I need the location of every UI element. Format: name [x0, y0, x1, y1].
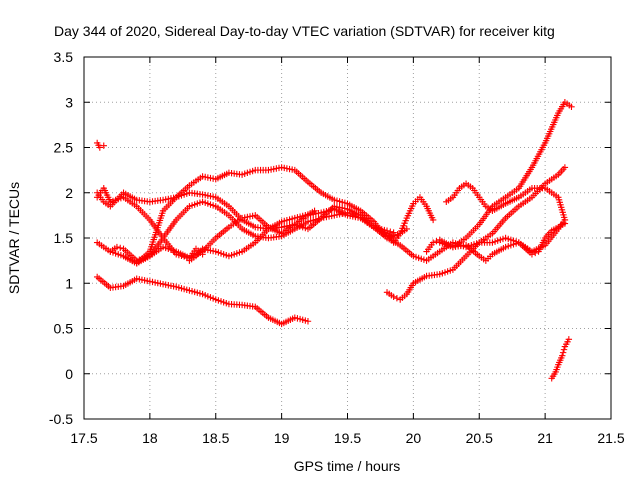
- data-point: [565, 336, 573, 343]
- y-tick-label: 2: [65, 185, 73, 201]
- series-sat-j: [383, 164, 569, 303]
- data-point: [433, 237, 440, 245]
- data-point: [429, 239, 437, 246]
- y-tick-label: 1.5: [54, 230, 74, 246]
- series-sat-l: [443, 180, 569, 224]
- y-tick-label: 0.5: [54, 321, 74, 337]
- series-sat-b: [93, 139, 107, 151]
- data-point: [304, 318, 312, 325]
- data-point: [117, 244, 124, 252]
- data-point: [560, 346, 568, 353]
- data-point: [568, 103, 575, 110]
- y-tick-label: 3: [65, 94, 73, 110]
- data-point: [528, 251, 536, 258]
- y-tick-label: -0.5: [49, 411, 73, 427]
- x-tick-label: 18.5: [202, 430, 229, 446]
- series-sat-k: [423, 99, 575, 255]
- plot-frame: [83, 56, 612, 420]
- data-point: [96, 144, 104, 151]
- y-tick-label: 0: [65, 366, 73, 382]
- series-sat-h: [186, 207, 318, 264]
- data-point: [387, 228, 394, 235]
- data-point: [559, 349, 567, 356]
- data-point: [100, 142, 107, 149]
- series-sat-g: [120, 164, 410, 267]
- data-point: [561, 220, 569, 227]
- data-point: [532, 249, 539, 257]
- y-axis-label: SDTVAR / TECUs: [6, 182, 22, 294]
- chart-title: Day 344 of 2020, Sidereal Day-to-day VTE…: [54, 23, 555, 39]
- x-tick-label: 21.5: [597, 430, 624, 446]
- x-tick-label: 19: [274, 430, 290, 446]
- series-sat-d: [93, 203, 569, 267]
- y-tick-label: 1: [65, 275, 73, 291]
- ticks-layer: 17.5 18 18.5 19 19.5 20 20.5 21 21.5 -0.5 0 0.5 1 1.5…: [49, 49, 625, 446]
- data-point: [311, 207, 318, 215]
- data-point: [390, 293, 397, 301]
- series-sat-n: [548, 336, 573, 382]
- data-point: [429, 216, 437, 224]
- data-point: [403, 225, 410, 233]
- data-point: [561, 164, 569, 171]
- data-point: [390, 229, 397, 236]
- points-layer: [93, 99, 575, 382]
- series-sat-a: [93, 273, 312, 328]
- series-sat-m: [436, 220, 569, 264]
- x-tick-label: 17.5: [70, 430, 97, 446]
- x-tick-label: 21: [537, 430, 553, 446]
- data-point: [393, 294, 401, 302]
- series-sat-f: [107, 198, 397, 264]
- data-point: [559, 352, 566, 359]
- y-tick-label: 3.5: [54, 49, 74, 65]
- x-tick-label: 19.5: [334, 430, 361, 446]
- x-tick-label: 20.5: [466, 430, 493, 446]
- series-sat-i: [383, 194, 437, 246]
- x-axis-label: GPS time / hours: [294, 458, 401, 474]
- x-tick-label: 18: [142, 430, 158, 446]
- y-tick-label: 2.5: [54, 140, 74, 156]
- data-point: [113, 243, 121, 251]
- x-tick-label: 20: [406, 430, 422, 446]
